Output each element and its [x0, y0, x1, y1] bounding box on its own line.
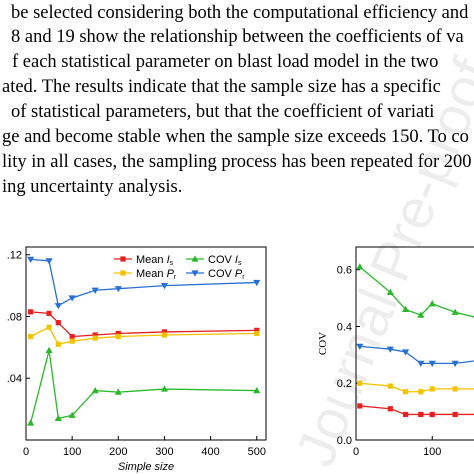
- x-tick-label: 100: [63, 446, 81, 458]
- series-line: [29, 350, 257, 424]
- data-point: [451, 360, 459, 367]
- data-point: [451, 308, 459, 315]
- data-point: [253, 386, 261, 394]
- x-tick-label: 0: [23, 446, 29, 458]
- data-point: [92, 335, 98, 341]
- data-point: [27, 419, 35, 426]
- paragraph-line: be selected considering both the computa…: [11, 3, 469, 23]
- y-tick-label: 0.4: [337, 321, 352, 333]
- data-point: [46, 310, 52, 316]
- data-point: [120, 270, 126, 276]
- data-point: [114, 388, 122, 395]
- data-point: [68, 411, 76, 418]
- data-point: [91, 386, 99, 394]
- y-tick-label: .04: [7, 373, 22, 385]
- right-line-chart: 0 100 0.0 0.2 0.4 0.6 COV: [317, 246, 474, 458]
- data-point: [402, 389, 409, 395]
- data-point: [55, 341, 61, 347]
- y-tick-label: .12: [7, 250, 22, 262]
- data-point: [387, 406, 393, 412]
- data-point: [114, 286, 122, 293]
- data-point: [160, 385, 169, 392]
- data-point: [254, 330, 260, 337]
- data-point: [418, 411, 424, 418]
- data-point: [356, 343, 364, 350]
- data-point: [69, 338, 75, 344]
- legend-label: Mean Is: [136, 254, 174, 267]
- x-tick-label: 300: [155, 446, 173, 458]
- data-point: [387, 383, 393, 389]
- data-point: [54, 303, 62, 310]
- data-point: [91, 287, 99, 294]
- paragraph-line: of statistical parameters, but that the …: [11, 102, 435, 122]
- data-point: [428, 360, 436, 367]
- y-tick-label: .08: [7, 311, 22, 323]
- data-point: [69, 333, 75, 340]
- data-point: [191, 270, 199, 277]
- data-point: [28, 333, 34, 340]
- x-tick-label: 0: [353, 446, 359, 458]
- left-line-chart: 0 100 200 300 400 500 .04 .08 .12 Simple size Mean…: [7, 246, 267, 473]
- data-point: [401, 349, 410, 356]
- data-point: [115, 333, 121, 340]
- y-tick-label: 0.2: [337, 378, 352, 390]
- data-point: [68, 295, 76, 302]
- paragraph-line: f each statistical parameter on blast lo…: [12, 52, 439, 72]
- data-point: [429, 411, 435, 418]
- data-point: [418, 389, 424, 395]
- data-point: [428, 300, 436, 307]
- paragraph-line: 8 and 19 show the relationship between t…: [11, 27, 464, 47]
- data-point: [28, 309, 34, 315]
- data-point: [115, 330, 121, 337]
- legend-label: COV Pr: [208, 268, 245, 281]
- x-tick-label: 200: [109, 446, 127, 458]
- data-point: [191, 255, 199, 262]
- data-point: [254, 327, 260, 333]
- data-point: [46, 324, 52, 330]
- x-tick-label: 500: [248, 446, 266, 458]
- paragraph-line: ge and become stable when the sample siz…: [2, 127, 469, 147]
- legend-label: COV Is: [208, 254, 242, 267]
- x-tick-label: 100: [423, 446, 441, 458]
- y-tick-label: 0.6: [337, 265, 352, 277]
- paragraph-line: ing uncertainty analysis.: [2, 177, 183, 197]
- data-point: [452, 386, 458, 392]
- data-point: [386, 288, 394, 296]
- data-point: [452, 411, 458, 418]
- paragraph-line: lity in all cases, the sampling process …: [2, 152, 472, 172]
- data-point: [401, 305, 410, 313]
- series-line: [30, 326, 257, 346]
- plot-frame: [355, 246, 474, 441]
- y-axis-label: COV: [317, 332, 329, 355]
- data-point: [45, 346, 53, 354]
- data-point: [161, 329, 168, 335]
- figure-area: 0 100 200 300 400 500 .04 .08 .12 Simple size Mean…: [0, 244, 474, 474]
- data-point: [27, 256, 35, 263]
- data-point: [356, 263, 364, 270]
- plot-frame: [25, 246, 267, 441]
- data-point: [54, 414, 62, 421]
- data-point: [120, 256, 126, 262]
- data-point: [55, 320, 61, 326]
- data-point: [357, 403, 363, 409]
- paragraph-line: ated. The results indicate that the samp…: [2, 77, 441, 97]
- legend-label: Mean Pr: [136, 268, 177, 281]
- data-point: [253, 279, 261, 287]
- series-line: [359, 266, 474, 318]
- data-point: [386, 346, 394, 353]
- x-tick-label: 400: [201, 446, 219, 458]
- data-point: [417, 360, 425, 367]
- series-line: [30, 311, 257, 338]
- data-point: [161, 332, 168, 338]
- data-point: [160, 283, 169, 290]
- data-point: [417, 311, 425, 318]
- y-tick-label: 0.0: [337, 435, 352, 447]
- series-line: [30, 258, 257, 307]
- data-point: [92, 332, 98, 338]
- data-point: [402, 411, 409, 418]
- x-axis-label: Simple size: [118, 461, 174, 473]
- data-point: [45, 258, 53, 265]
- data-point: [357, 380, 363, 386]
- data-point: [429, 386, 435, 392]
